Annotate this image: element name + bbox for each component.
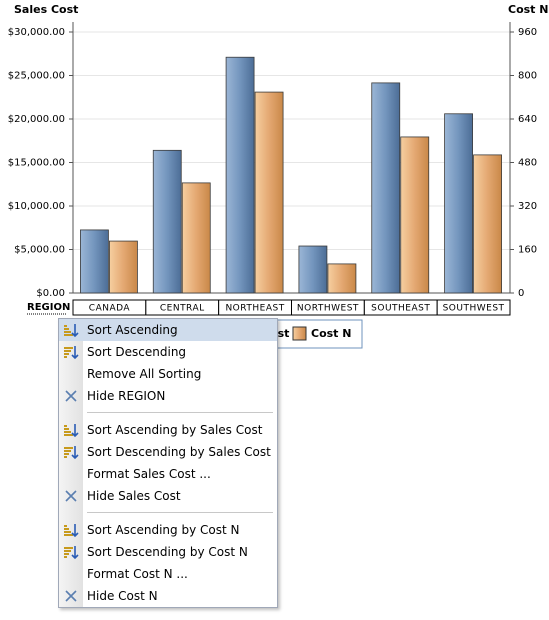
y2-tick-label: 160 — [518, 245, 537, 256]
menu-item[interactable]: Hide Sales Cost — [59, 485, 277, 507]
menu-separator — [59, 407, 277, 419]
menu-item[interactable]: Sort Descending — [59, 341, 277, 363]
menu-item[interactable]: Format Sales Cost ... — [59, 463, 277, 485]
menu-item-label: Hide Sales Cost — [87, 489, 181, 503]
y-tick-label: $25,000.00 — [8, 71, 65, 82]
y2-tick-label: 640 — [518, 114, 537, 125]
menu-item[interactable]: Sort Ascending — [59, 319, 277, 341]
y2-tick-label: 0 — [518, 288, 524, 299]
menu-item-label: Remove All Sorting — [87, 367, 202, 381]
y-tick-label: $15,000.00 — [8, 158, 65, 169]
menu-separator — [59, 507, 277, 519]
x-tick-label: CENTRAL — [160, 304, 205, 314]
legend-swatch — [292, 326, 307, 341]
category-cell — [436, 299, 511, 316]
x-axis-title[interactable]: REGION — [27, 302, 70, 313]
menu-item[interactable]: Sort Ascending by Sales Cost — [59, 419, 277, 441]
menu-item-label: Sort Descending by Cost N — [87, 545, 248, 559]
menu-item[interactable]: Sort Descending by Sales Cost — [59, 441, 277, 463]
context-menu: Sort Ascending Sort Descending Remove All … — [58, 318, 278, 608]
bar — [400, 136, 430, 294]
bar — [473, 154, 502, 294]
y-tick-label: $30,000.00 — [8, 27, 65, 38]
y2-tick-label: 320 — [518, 201, 537, 212]
menu-item-label: Sort Descending by Sales Cost — [87, 445, 271, 459]
menu-item-label: Sort Ascending by Sales Cost — [87, 423, 263, 437]
bar — [444, 113, 473, 294]
menu-item[interactable]: Format Cost N ... — [59, 563, 277, 585]
x-tick-label: SOUTHEAST — [371, 304, 430, 314]
menu-item[interactable]: Remove All Sorting — [59, 363, 277, 385]
y2-tick-label: 480 — [518, 158, 537, 169]
bar — [80, 229, 109, 294]
menu-item[interactable]: Hide REGION — [59, 385, 277, 407]
menu-item-label: Sort Ascending — [87, 323, 178, 337]
bar — [109, 240, 138, 294]
bar — [298, 245, 328, 294]
x-tick-label: NORTHEAST — [225, 304, 284, 314]
menu-item-label: Sort Ascending by Cost N — [87, 523, 240, 537]
x-tick-label: NORTHWEST — [297, 304, 359, 314]
menu-item-label: Hide REGION — [87, 389, 166, 403]
y-axis-title: Sales Cost — [14, 3, 78, 16]
menu-item[interactable]: Sort Ascending by Cost N — [59, 519, 277, 541]
x-tick-label: CANADA — [89, 304, 131, 314]
menu-item-label: Format Sales Cost ... — [87, 467, 211, 481]
menu-item-label: Hide Cost N — [87, 589, 158, 603]
bar — [225, 56, 255, 294]
x-tick-label: SOUTHWEST — [443, 304, 505, 314]
bar — [181, 182, 211, 294]
menu-item-label: Sort Descending — [87, 345, 187, 359]
bar — [371, 82, 401, 294]
bar — [152, 149, 182, 294]
y2-axis-title: Cost N — [508, 3, 548, 16]
menu-item[interactable]: Hide Cost N — [59, 585, 277, 607]
y2-tick-label: 800 — [518, 71, 537, 82]
y-tick-label: $10,000.00 — [8, 201, 65, 212]
menu-item[interactable]: Sort Descending by Cost N — [59, 541, 277, 563]
y-tick-label: $0.00 — [36, 288, 65, 299]
y-tick-label: $20,000.00 — [8, 114, 65, 125]
y-tick-label: $5,000.00 — [14, 245, 65, 256]
bar — [254, 91, 284, 294]
y2-tick-label: 960 — [518, 27, 537, 38]
bar — [327, 263, 357, 294]
menu-item-label: Format Cost N ... — [87, 567, 188, 581]
legend-label: Cost N — [311, 327, 351, 340]
